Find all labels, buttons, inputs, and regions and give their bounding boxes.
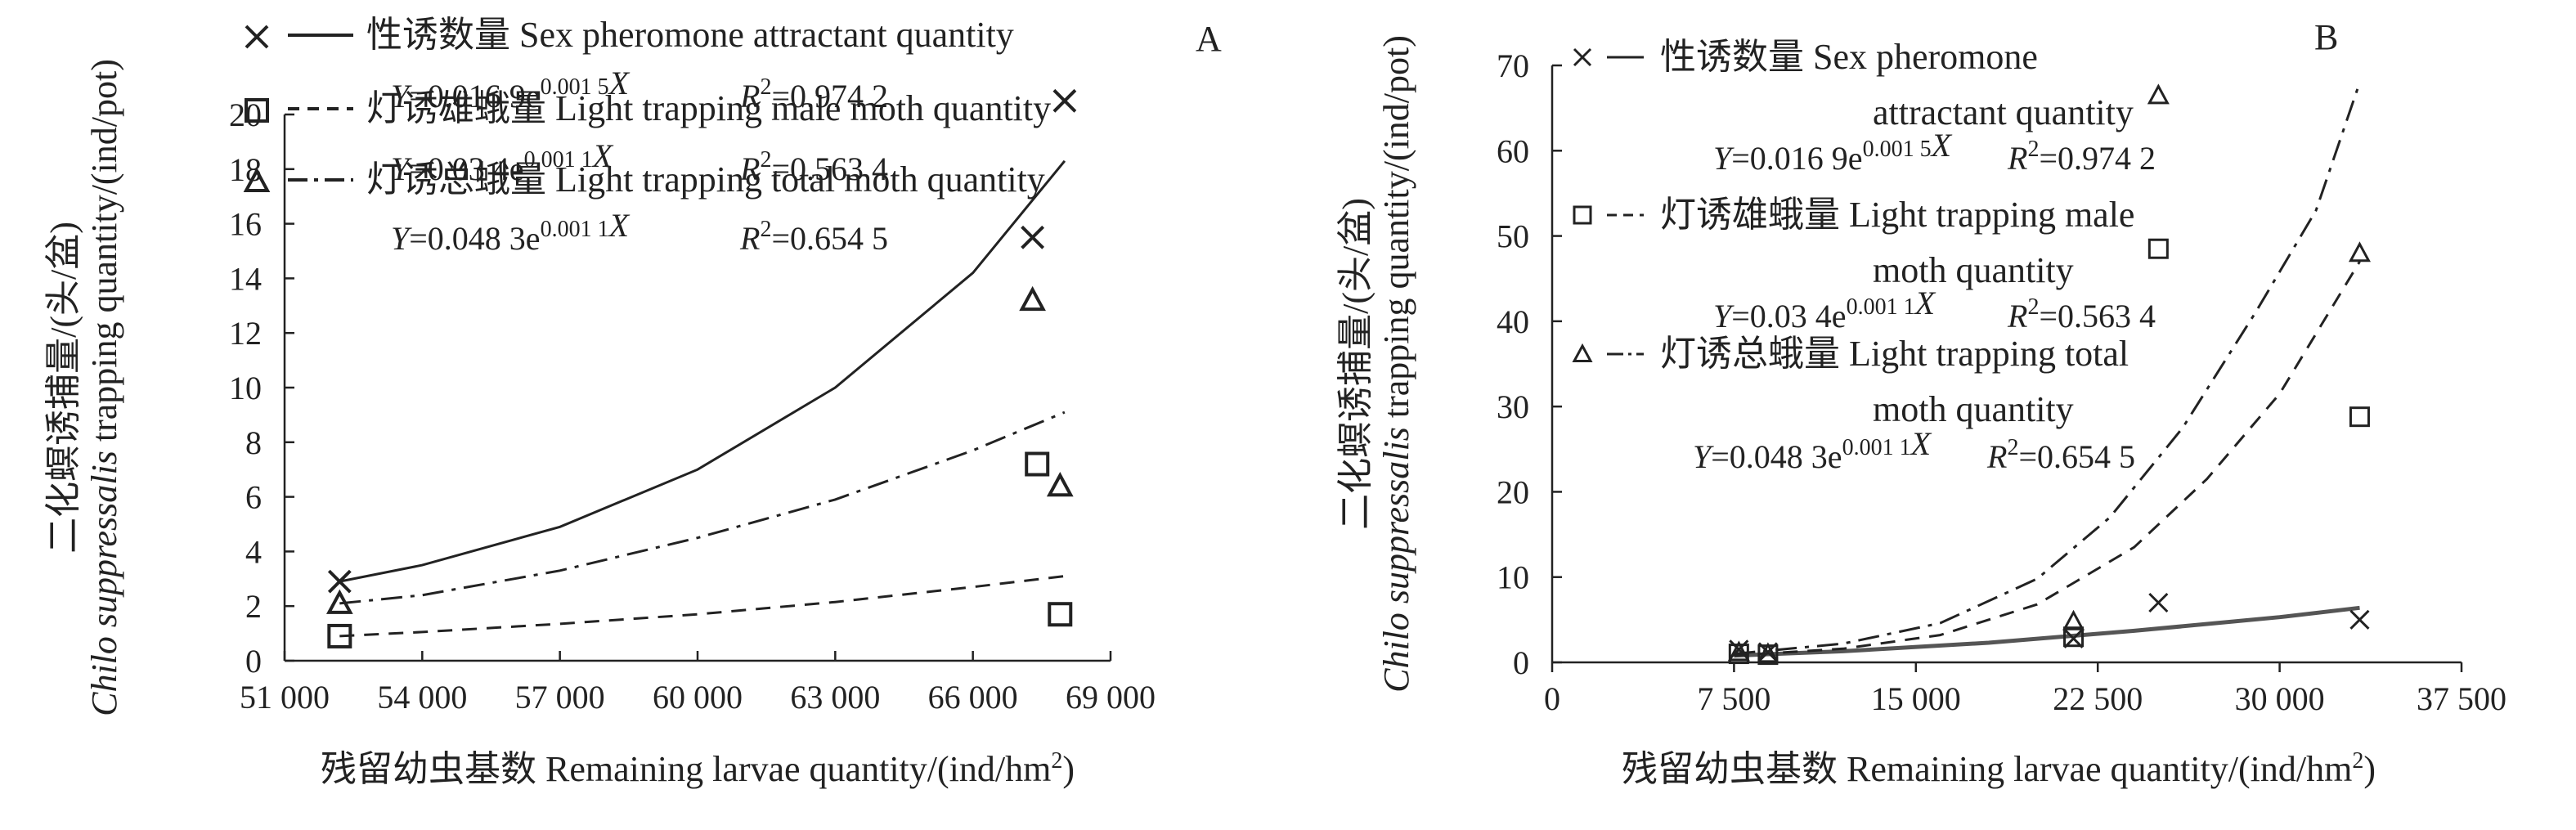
y-axis-title-cn: 二化螟诱捕量/(头/盆): [1335, 198, 1376, 530]
x-axis-title: 残留幼虫基数 Remaining larvae quantity/(ind/hm…: [321, 748, 1075, 789]
legend-label-line1: 灯诱总蛾量 Light trapping total: [1660, 334, 2129, 374]
x-tick-label: 54 000: [377, 679, 467, 716]
x-tick-label: 22 500: [2053, 680, 2143, 717]
data-point-triangle: [2062, 609, 2085, 630]
x-tick-label: 0: [1544, 680, 1560, 717]
data-point-x: [1052, 88, 1077, 113]
y-tick-label: 10: [1497, 559, 1529, 596]
legend-marker-x: [1573, 47, 1592, 67]
x-tick-label: 37 500: [2417, 680, 2506, 717]
equation-text: Y=0.03 4e0.001 1X: [391, 137, 614, 187]
x-tick-label: 15 000: [1871, 680, 1961, 717]
data-point-triangle: [2147, 83, 2170, 105]
chart-panel-b: 0 7 500 15 000 22 500 30 000 37 500 0 10 20 30 40 5…: [1335, 17, 2506, 789]
y-tick-label: 8: [245, 424, 262, 461]
data-point-square: [1048, 602, 1073, 627]
x-tick-label: 57 000: [515, 679, 605, 716]
y-tick-label: 20: [1497, 473, 1529, 510]
y-tick-label: 40: [1497, 303, 1529, 340]
data-point-x: [2063, 628, 2084, 648]
legend-marker-triangle: [243, 167, 271, 193]
data-point-triangle: [1757, 642, 1779, 663]
y-tick-label: 0: [1513, 644, 1529, 681]
x-tick-label: 69 000: [1066, 679, 1156, 716]
data-point-triangle: [1019, 285, 1046, 312]
legend-label: 灯诱雄蛾量 Light trapping male moth quantity: [366, 88, 1051, 128]
r2-text: R2=0.654 5: [739, 217, 888, 257]
data-point-x: [1021, 225, 1045, 249]
panel-label: A: [1196, 19, 1222, 59]
y-tick-label: 10: [229, 370, 262, 406]
data-point-square: [2349, 406, 2370, 428]
data-point-triangle: [2348, 241, 2371, 262]
y-tick-label: 14: [229, 260, 262, 297]
y-axis-title-en: Chilo suppressalis trapping quantity/(in…: [84, 59, 124, 716]
legend-label-line2: attractant quantity: [1873, 92, 2134, 132]
legend-label-line2: moth quantity: [1873, 250, 2074, 290]
legend-marker-square: [1573, 205, 1592, 225]
y-tick-label: 60: [1497, 132, 1529, 169]
r2-text: R2=0.974 2: [2007, 137, 2156, 177]
y-axis-title-en: Chilo suppressalis trapping quantity/(in…: [1376, 35, 1416, 693]
data-point-square: [1025, 451, 1050, 477]
x-tick-label: 30 000: [2235, 680, 2325, 717]
r2-text: R2=0.974 2: [739, 74, 888, 114]
x-axis-title: 残留幼虫基数 Remaining larvae quantity/(ind/hm…: [1622, 748, 2376, 789]
data-point-x: [2148, 592, 2169, 613]
y-tick-label: 6: [245, 479, 262, 516]
equation-text: Y=0.016 9e0.001 5X: [1713, 127, 1953, 177]
legend-marker-x: [245, 25, 269, 49]
fit-curve-triangle: [1734, 82, 2361, 656]
r2-text: R2=0.563 4: [2007, 294, 2156, 334]
equation-text: Y=0.048 3e0.001 1X: [1693, 425, 1932, 475]
fit-curve-x: [339, 159, 1066, 583]
r2-text: R2=0.654 5: [1986, 435, 2135, 475]
fit-curve-triangle: [339, 411, 1066, 605]
panel-label: B: [2314, 17, 2338, 57]
equation-text: Y=0.016 9e0.001 5X: [391, 65, 631, 114]
legend-label: 性诱数量 Sex pheromone attractant quantity: [366, 15, 1014, 55]
y-tick-label: 2: [245, 588, 262, 625]
x-tick-label: 51 000: [240, 679, 330, 716]
y-tick-label: 30: [1497, 388, 1529, 425]
y-tick-label: 4: [245, 533, 262, 570]
legend-marker-square: [245, 98, 269, 123]
legend-label: 灯诱总蛾量 Light trapping total moth quantity: [366, 159, 1045, 200]
y-tick-label: 50: [1497, 218, 1529, 255]
x-tick-label: 7 500: [1697, 680, 1770, 717]
equation-text: Y=0.048 3e0.001 1X: [391, 207, 631, 257]
data-point-square: [327, 623, 352, 648]
legend-label-line1: 灯诱雄蛾量 Light trapping male: [1660, 195, 2134, 235]
legend-label-line1: 性诱数量 Sex pheromone: [1660, 37, 2038, 77]
legend-marker-triangle: [1572, 343, 1593, 362]
data-point-x: [2349, 609, 2370, 630]
y-tick-label: 12: [229, 315, 262, 352]
y-tick-label: 0: [245, 643, 262, 680]
x-tick-label: 63 000: [790, 679, 880, 716]
y-axis-title-cn: 二化螟诱捕量/(头/盆): [43, 222, 83, 554]
chart-panel-a: 51 000 54 000 57 000 60 000 63 000 66 000 69 0…: [43, 15, 1222, 789]
x-tick-label: 60 000: [653, 679, 743, 716]
fit-curve-square: [339, 575, 1066, 638]
y-tick-label: 70: [1497, 47, 1529, 84]
fit-curve-x: [1734, 605, 2360, 658]
fit-curve-square: [1734, 261, 2361, 657]
data-point-triangle: [1727, 640, 1750, 662]
y-tick-label: 16: [229, 206, 262, 243]
data-point-square: [2147, 238, 2169, 259]
x-tick-label: 66 000: [928, 679, 1018, 716]
data-point-triangle: [325, 589, 353, 614]
r2-text: R2=0.563 4: [739, 147, 888, 187]
data-point-square: [2063, 626, 2085, 648]
legend-label-line2: moth quantity: [1873, 389, 2074, 429]
data-point-x: [327, 569, 352, 594]
equation-text: Y=0.03 4e0.001 1X: [1713, 285, 1936, 334]
data-point-triangle: [1046, 472, 1074, 497]
